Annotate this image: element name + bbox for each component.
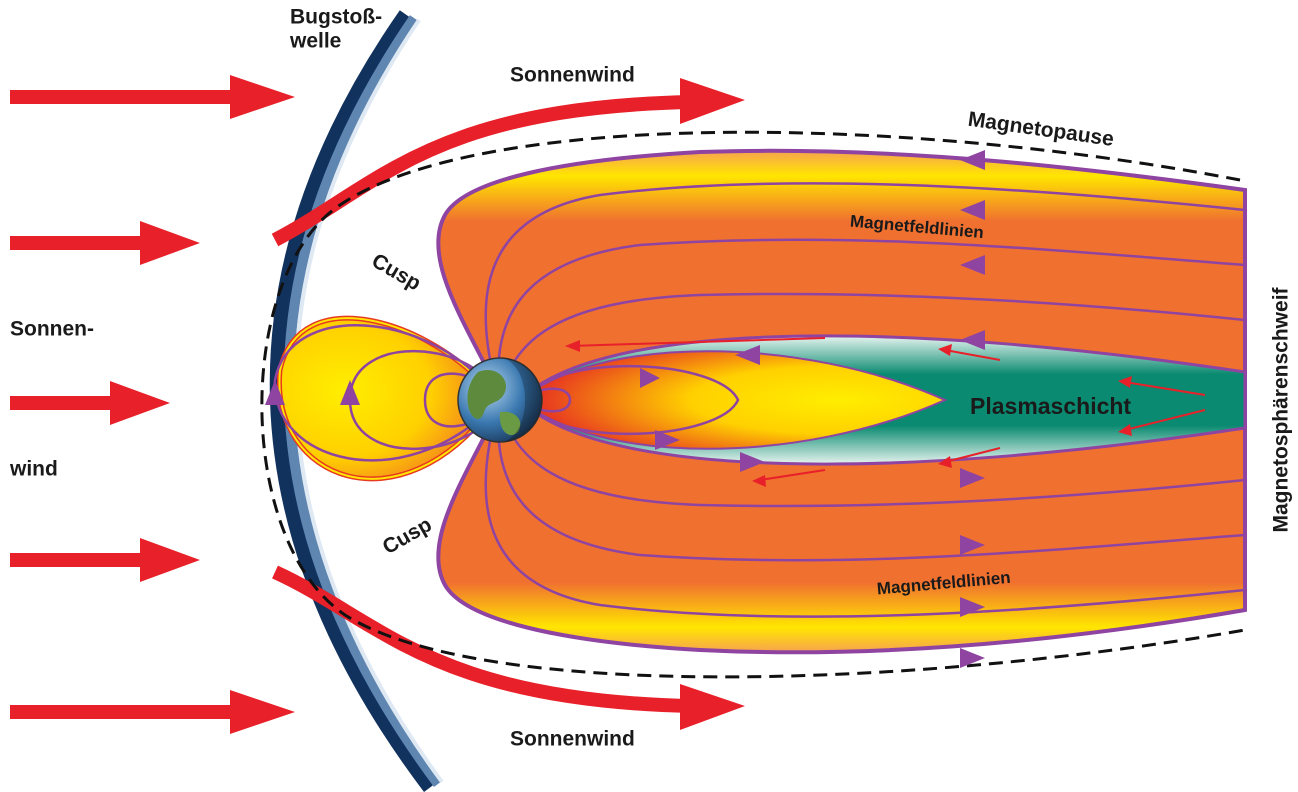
bow-shock-label: welle bbox=[289, 30, 341, 53]
cusp-label: Cusp bbox=[368, 249, 425, 295]
solar-wind-deflected bbox=[271, 78, 745, 730]
field-lines bbox=[265, 150, 1246, 668]
magnetopause-line bbox=[260, 130, 1246, 679]
solar-wind-label: Sonnenwind bbox=[510, 728, 635, 751]
cusp-label: Cusp bbox=[379, 513, 436, 559]
inner-region bbox=[518, 350, 948, 450]
bow-shock-label: Bugstoß- bbox=[290, 6, 382, 29]
plasma-sheet-label: Plasmaschicht bbox=[970, 393, 1131, 419]
solar-wind-arrows bbox=[10, 75, 295, 734]
solar-wind-label: wind bbox=[9, 458, 58, 481]
earth bbox=[457, 357, 543, 443]
tail-label: Magnetosphärenschweif bbox=[1270, 286, 1293, 532]
solar-wind-label: Sonnen- bbox=[10, 318, 94, 341]
plasma-flow bbox=[565, 337, 1206, 487]
solar-wind-label: Sonnenwind bbox=[510, 64, 635, 87]
